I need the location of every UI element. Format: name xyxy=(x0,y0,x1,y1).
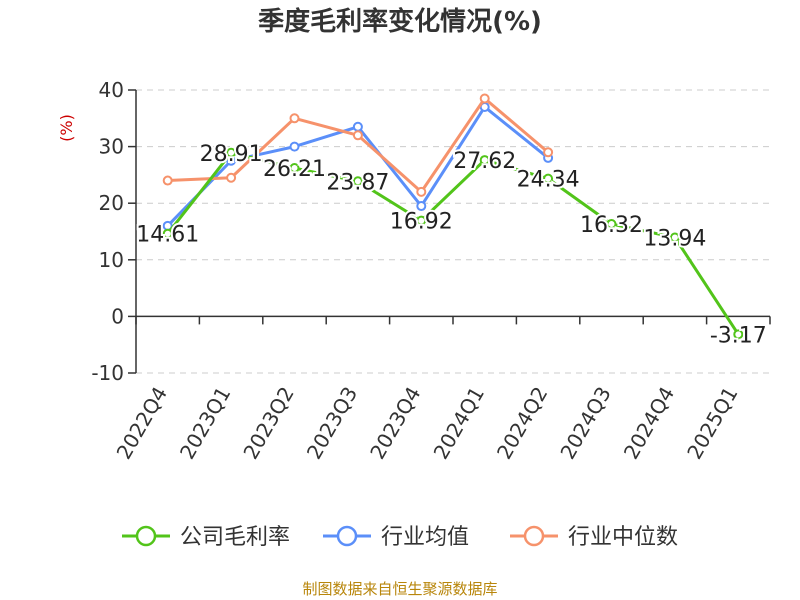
data-point xyxy=(416,215,427,226)
x-tick-label: 2023Q3 xyxy=(302,383,362,464)
data-label: 23.87 xyxy=(326,170,389,195)
x-tick-label: 2024Q1 xyxy=(429,383,489,464)
data-point xyxy=(352,176,363,187)
grid-lines xyxy=(136,89,770,374)
data-point xyxy=(543,173,554,184)
chart-title: 季度毛利率变化情况(%) xyxy=(258,6,542,37)
data-point xyxy=(289,113,300,124)
data-point xyxy=(669,232,680,243)
legend-item[interactable]: 行业均值 xyxy=(323,525,469,550)
data-label: 16.32 xyxy=(580,213,643,238)
x-tick-label: 2025Q1 xyxy=(682,383,742,464)
data-point xyxy=(733,329,744,340)
data-point xyxy=(289,163,300,174)
data-point xyxy=(289,141,300,152)
data-point xyxy=(543,147,554,158)
data-point xyxy=(479,155,490,166)
data-point xyxy=(226,147,237,158)
data-label: 24.34 xyxy=(517,168,580,193)
data-point xyxy=(162,175,173,186)
legend-item[interactable]: 行业中位数 xyxy=(510,525,678,550)
y-tick-label: -10 xyxy=(91,361,124,385)
y-tick-label: 20 xyxy=(99,191,124,215)
data-label: 26.21 xyxy=(263,157,326,182)
legend-swatch-marker xyxy=(523,525,545,547)
legend[interactable]: 公司毛利率 行业均值 行业中位数 xyxy=(122,525,678,550)
data-point xyxy=(416,201,427,212)
data-label: 28.91 xyxy=(200,142,263,167)
data-label: 16.92 xyxy=(390,210,453,235)
x-tick-label: 2022Q4 xyxy=(112,383,172,464)
legend-label: 行业中位数 xyxy=(568,525,678,550)
series-lines xyxy=(162,93,744,340)
x-tick-label: 2023Q1 xyxy=(175,383,235,464)
data-point xyxy=(352,130,363,141)
data-point xyxy=(162,228,173,239)
source-note: 制图数据来自恒生聚源数据库 xyxy=(302,580,497,598)
y-tick-label: 40 xyxy=(99,78,124,102)
data-label: 14.61 xyxy=(136,223,199,248)
series-line xyxy=(166,151,740,336)
data-label: 13.94 xyxy=(643,226,706,251)
legend-label: 行业均值 xyxy=(381,525,469,550)
legend-swatch-marker xyxy=(336,525,358,547)
x-tick-label: 2024Q2 xyxy=(492,383,552,464)
y-axis-unit: (%) xyxy=(57,114,76,142)
legend-item[interactable]: 公司毛利率 xyxy=(122,525,290,550)
data-point xyxy=(416,186,427,197)
x-tick-label: 2023Q2 xyxy=(238,383,298,464)
y-tick-label: 30 xyxy=(99,135,124,159)
y-tick-label: 10 xyxy=(99,248,124,272)
x-tick-label: 2024Q3 xyxy=(555,383,615,464)
legend-swatch-marker xyxy=(135,525,157,547)
data-point xyxy=(226,172,237,183)
x-tick-label: 2024Q4 xyxy=(619,383,679,464)
data-point xyxy=(606,219,617,230)
data-label: -3.17 xyxy=(710,323,767,348)
y-tick-label: 0 xyxy=(111,304,124,328)
legend-label: 公司毛利率 xyxy=(180,525,290,550)
data-point xyxy=(479,93,490,104)
data-point xyxy=(352,121,363,132)
x-tick-label: 2023Q4 xyxy=(365,383,425,464)
data-label: 27.62 xyxy=(453,149,516,174)
